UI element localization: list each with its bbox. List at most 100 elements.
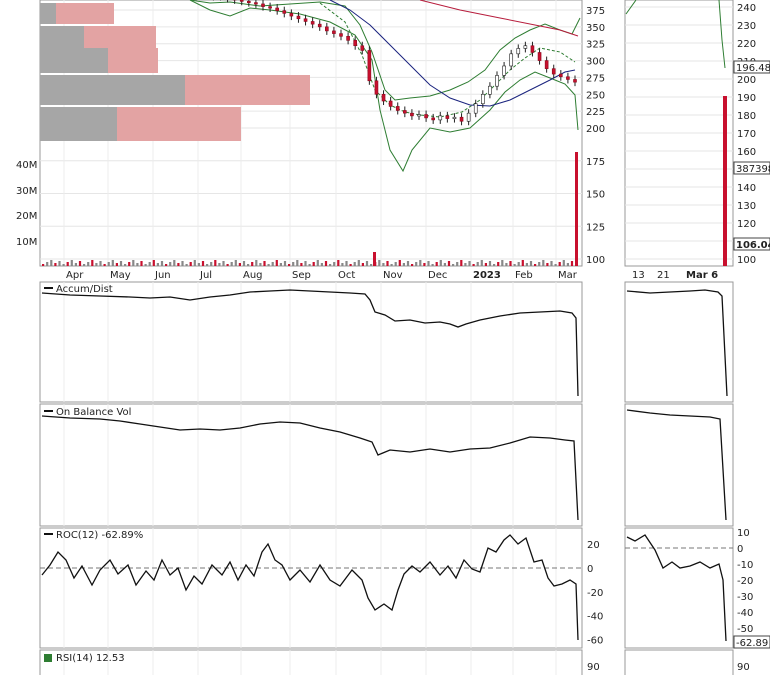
volume-bar (259, 263, 262, 266)
rsi-swatch (44, 654, 52, 662)
zoom-price-tick-label: 120 (737, 219, 756, 230)
volume-bar (402, 263, 405, 266)
volume-bar (107, 262, 110, 266)
volume-bar (206, 264, 209, 266)
volume-bar (423, 263, 426, 266)
candle-body (332, 30, 336, 34)
zoom-roc-flag (733, 635, 770, 649)
volume-bar (111, 260, 114, 266)
volume-bar (390, 264, 393, 266)
volume-bar (394, 262, 397, 266)
volume-bar (304, 261, 307, 266)
price-tick-label: 125 (586, 222, 605, 233)
volume-bar (275, 260, 278, 266)
volume-bar (386, 261, 389, 266)
rsi-tick-label: 90 (587, 662, 600, 673)
candle-body (488, 85, 492, 95)
bollinger-upper-band (189, 0, 581, 101)
month-label: Nov (383, 270, 403, 281)
accum-dist-line (41, 289, 579, 397)
volume-bar (91, 260, 94, 266)
candle-body (374, 80, 379, 95)
candle-body (438, 115, 443, 121)
vbp-bar (40, 26, 84, 48)
candle-body (360, 45, 365, 51)
month-label: Sep (292, 270, 311, 281)
zoom-roc-frame (624, 527, 734, 649)
price-tick-label: 375 (586, 6, 605, 17)
accum-dist-swatch (44, 287, 53, 289)
candle-body (509, 53, 513, 67)
volume-bar (468, 261, 471, 266)
zoom-accum-dist-frame (624, 281, 734, 403)
zoom-price-flag-text: 196.48 (736, 63, 770, 74)
volume-bar (316, 260, 319, 266)
candle-body (573, 79, 577, 83)
volume-bar (439, 260, 442, 266)
obv-line (41, 415, 579, 521)
roc-tick-label: -40 (587, 612, 603, 623)
volume-bar (247, 264, 250, 266)
candle-body (566, 76, 570, 80)
volume-bar (493, 264, 496, 266)
month-label: Mar (558, 270, 578, 281)
volume-bar (160, 261, 164, 266)
zoom-roc-tick-label: -10 (737, 560, 753, 571)
zoom-volume-flag (733, 161, 770, 175)
zoom-roc-tick-label: -40 (737, 608, 753, 619)
volume-bar (152, 260, 155, 266)
zoom-roc-tick-label: 0 (737, 544, 743, 555)
price-tick-label: 200 (586, 124, 605, 135)
candle-body (523, 45, 528, 49)
zoom-roc-tick-label: -30 (737, 592, 753, 603)
accum-dist-title: Accum/Dist (56, 284, 113, 295)
zoom-price-tick-label: 200 (737, 75, 756, 86)
zoom-bollinger-band (718, 0, 726, 69)
rsi-title: RSI(14) 12.53 (56, 653, 125, 664)
volume-bar (165, 264, 168, 266)
candle-body (254, 2, 258, 5)
candle-body (445, 115, 450, 119)
candle-body (367, 50, 372, 82)
vbp-bar (185, 75, 310, 105)
roc-title: ROC(12) -62.89% (56, 530, 143, 541)
price-tick-label: 225 (586, 107, 605, 118)
volume-bar (357, 260, 360, 266)
volume-bar (54, 263, 57, 266)
roc-swatch (44, 533, 53, 535)
candle-body (410, 112, 414, 117)
volume-bar (226, 264, 229, 266)
volume-bar (550, 261, 553, 266)
volume-bar (370, 264, 373, 266)
price-tick-label: 300 (586, 57, 605, 68)
candle-body (388, 100, 393, 107)
volume-bar (263, 261, 266, 266)
volume-bar (509, 261, 512, 266)
volume-bar (460, 260, 463, 266)
volume-bar (197, 263, 200, 266)
volume-by-price (40, 3, 310, 141)
volume-bar (378, 260, 381, 266)
price-candles (212, 0, 577, 126)
zoom-roc-tick-label: -50 (737, 624, 753, 635)
candle-body (431, 117, 435, 121)
volume-bar (66, 262, 69, 266)
zoom-price-tick-label: 180 (737, 111, 756, 122)
zoom-roc-tick-label: -20 (737, 576, 753, 587)
candle-body (551, 68, 556, 75)
vbp-bar (84, 26, 156, 48)
volume-bar (156, 263, 159, 266)
rsi-panel-frame (39, 649, 583, 675)
volume-bar (427, 261, 430, 266)
volume-bar (193, 260, 196, 266)
volume-bar (501, 260, 504, 266)
volume-bar (373, 252, 376, 266)
volume-bar (341, 263, 344, 266)
volume-bars (42, 252, 574, 266)
candle-body (239, 0, 244, 2)
zoom-rsi-frame (624, 649, 734, 675)
volume-bar (312, 262, 315, 266)
zoom-price-tick-label: 190 (737, 93, 756, 104)
zoom-price-tick-label: 160 (737, 147, 756, 158)
volume-bar (333, 262, 336, 266)
